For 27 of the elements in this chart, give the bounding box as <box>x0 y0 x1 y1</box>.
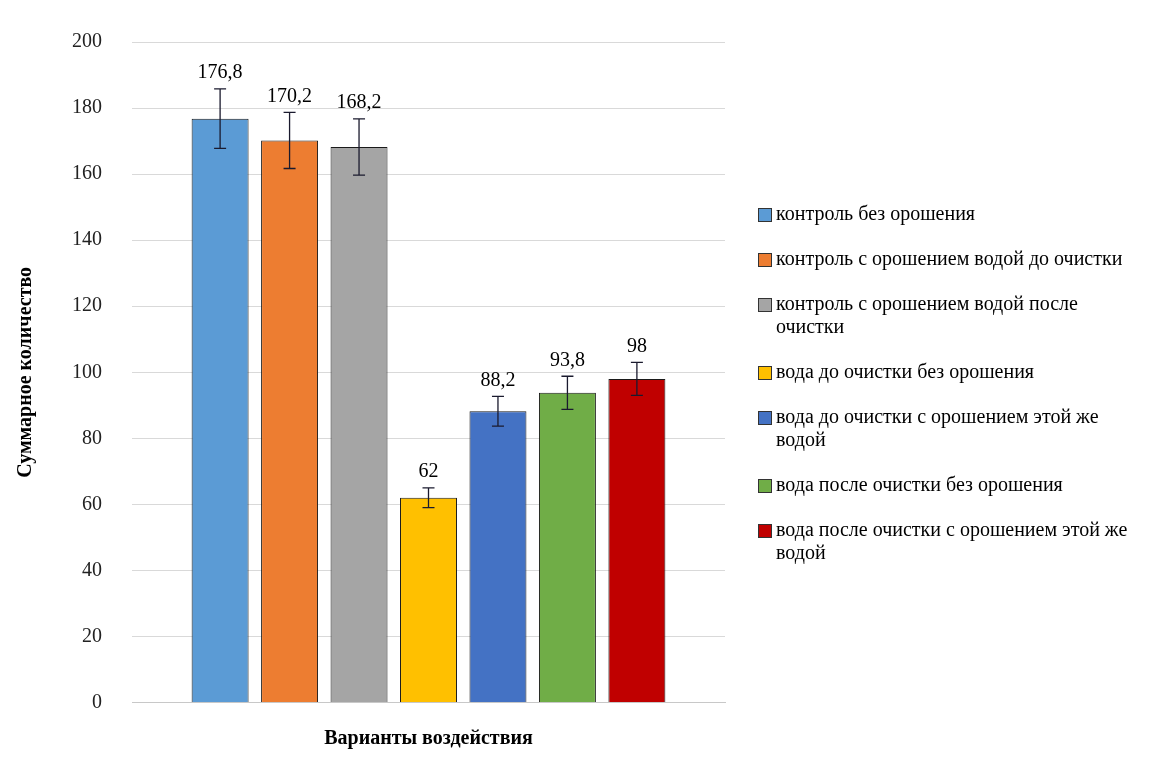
legend-label: вода после очистки без орошения <box>776 472 1063 496</box>
legend-label: вода до очистки с орошением этой же водой <box>776 404 1100 451</box>
y-tick-label: 200 <box>72 29 102 52</box>
y-tick-label: 20 <box>82 623 102 646</box>
x-axis-title: Варианты воздействия <box>324 726 533 750</box>
data-label: 170,2 <box>267 83 313 106</box>
y-tick-label: 100 <box>72 359 102 382</box>
y-tick-label: 180 <box>72 95 102 118</box>
data-label: 176,8 <box>197 60 243 83</box>
y-tick-label: 0 <box>92 689 102 712</box>
data-label: 62 <box>418 459 439 482</box>
data-label: 168,2 <box>336 90 382 113</box>
legend-label: вода после очистки с орошением этой же водой <box>776 517 1129 564</box>
y-tick-label: 160 <box>72 161 102 184</box>
data-label: 98 <box>626 333 647 356</box>
data-label: 93,8 <box>549 347 585 370</box>
y-tick-label: 40 <box>82 557 102 580</box>
legend-label: контроль без орошения <box>776 201 976 225</box>
y-axis-title: Суммарное количество <box>13 266 37 478</box>
legend-label: контроль с орошением водой после очистки <box>776 291 1079 338</box>
legend-label: вода до очистки без орошения <box>776 359 1035 383</box>
legend-label: контроль с орошением водой до очистки <box>776 246 1123 270</box>
y-tick-label: 120 <box>72 293 102 316</box>
data-label: 88,2 <box>480 367 516 390</box>
y-tick-label: 140 <box>72 227 102 250</box>
y-tick-label: 60 <box>82 491 102 514</box>
y-tick-label: 80 <box>82 425 102 448</box>
